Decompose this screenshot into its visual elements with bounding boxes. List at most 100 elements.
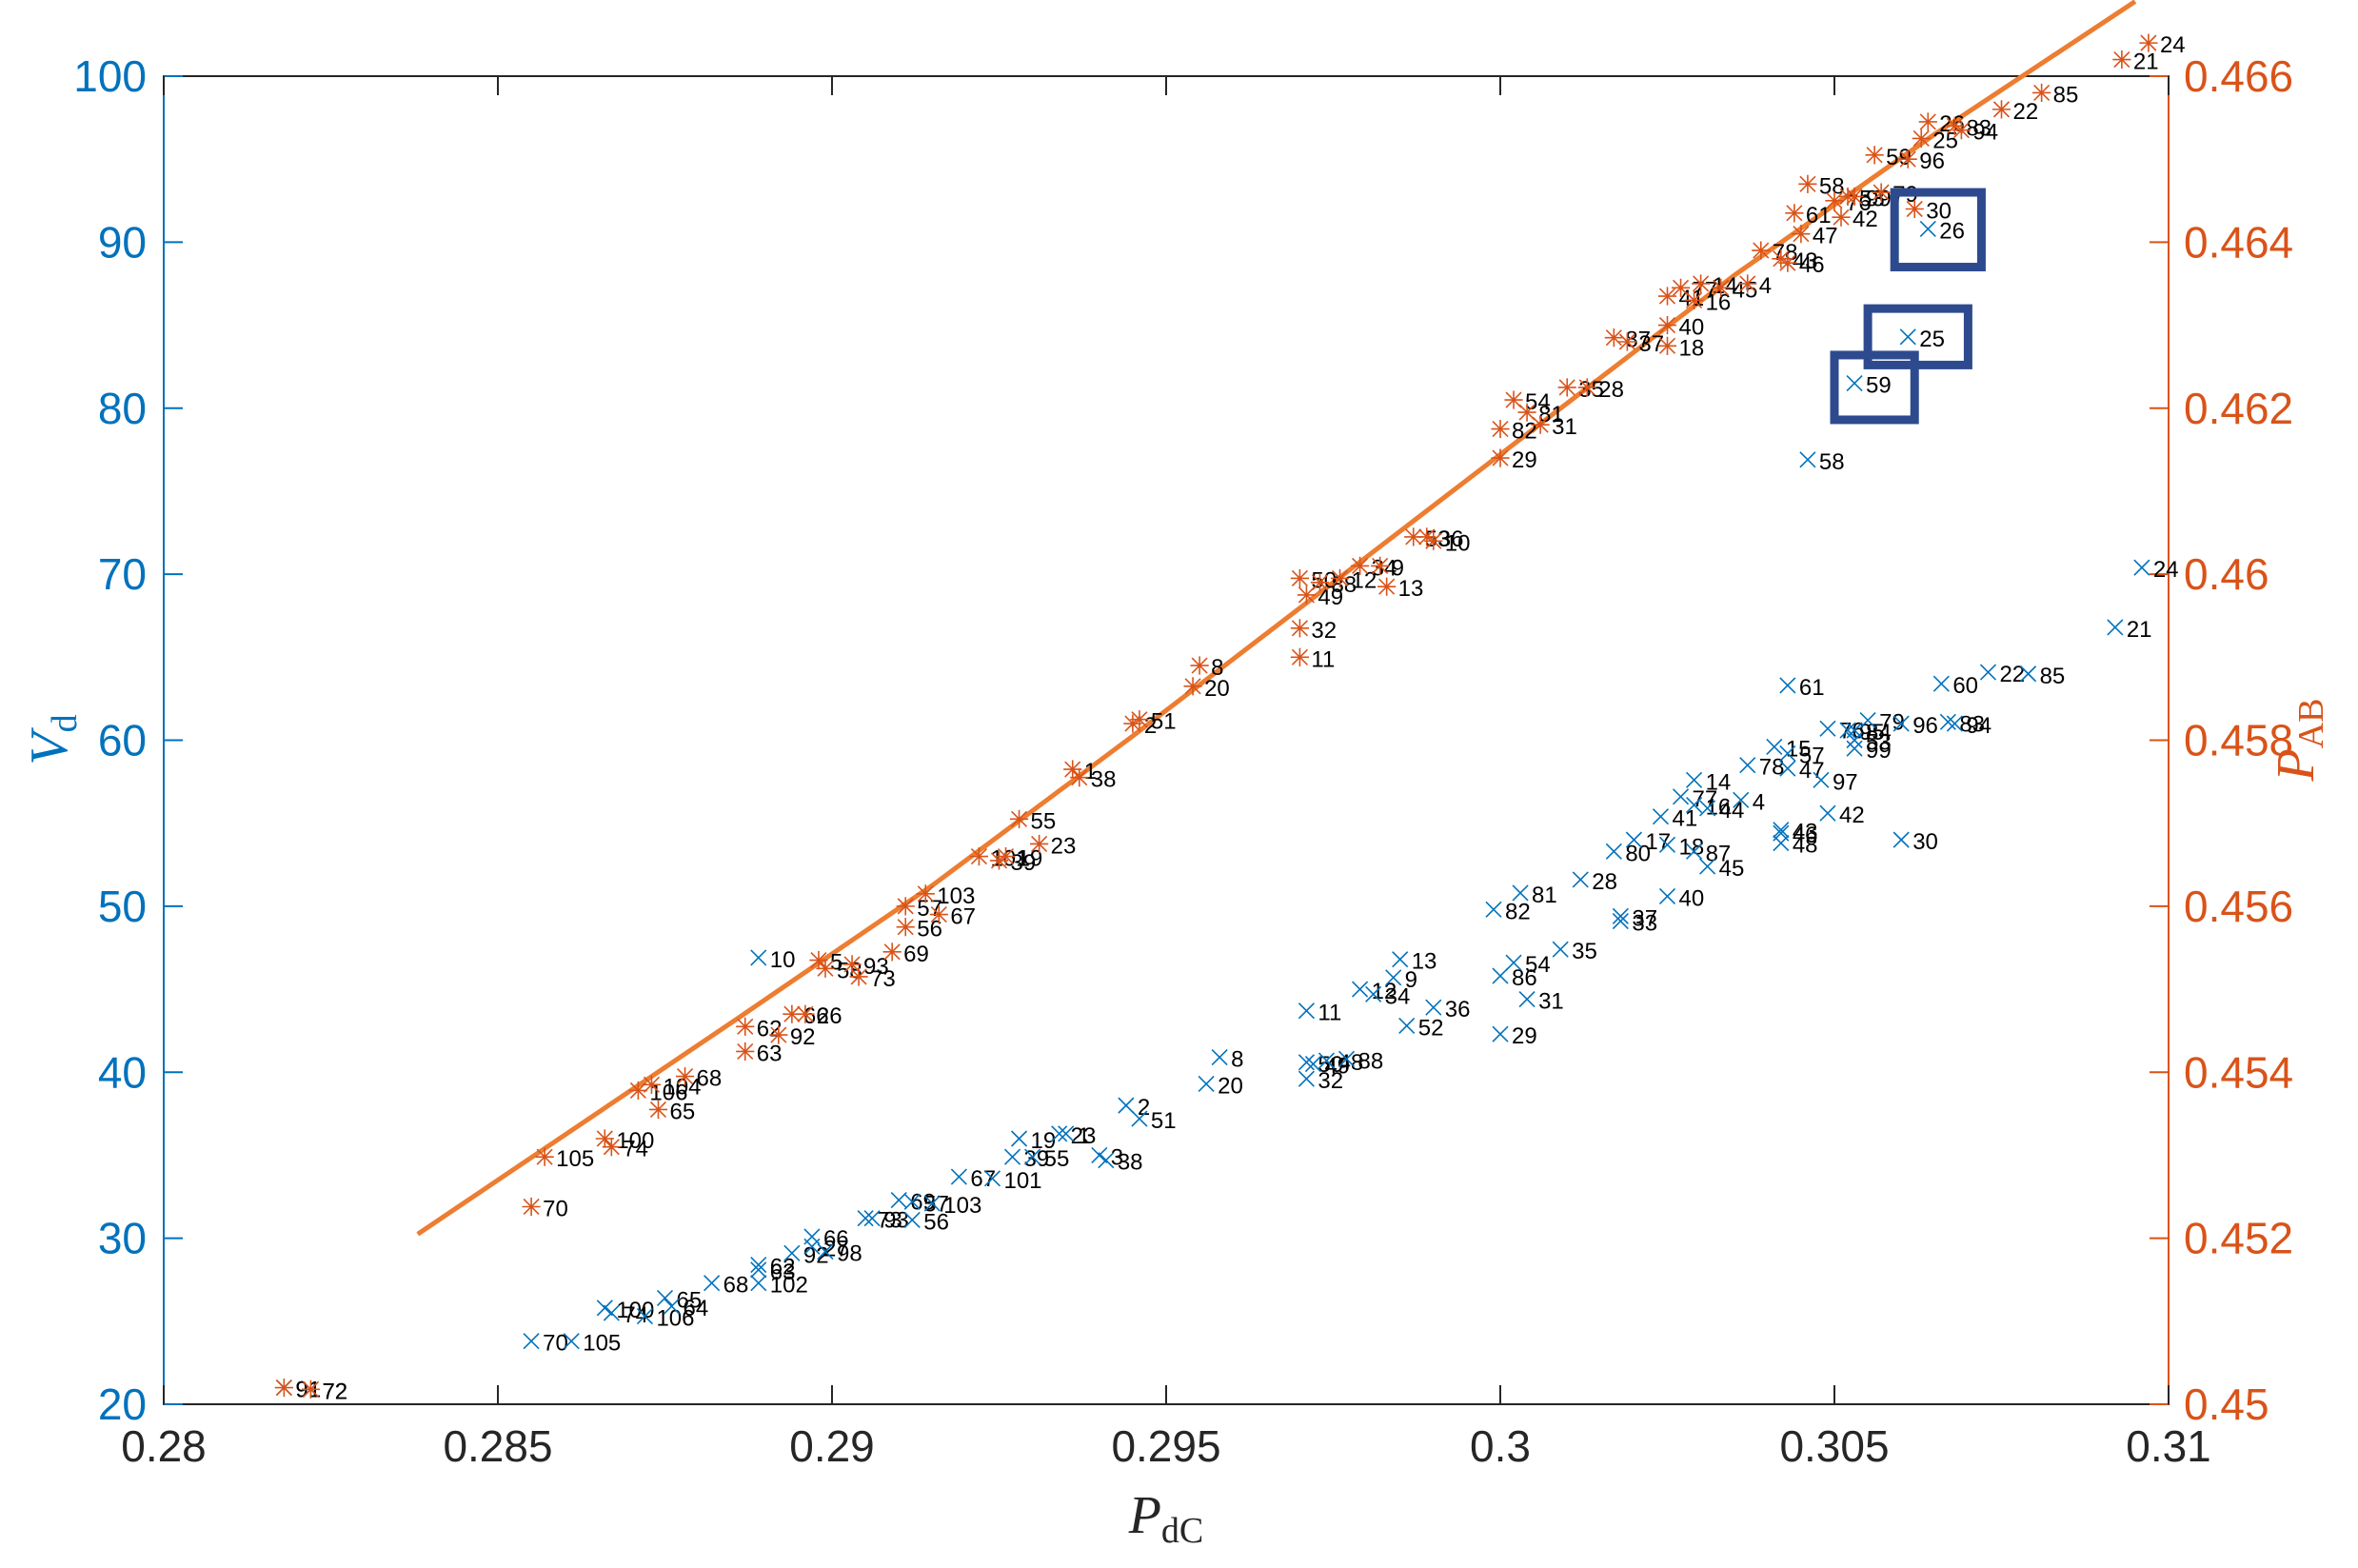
pab-point-label-11: 63 — [757, 1041, 783, 1066]
vd-point-label-68: 14 — [1706, 769, 1732, 795]
pab-point-21: 56 — [896, 917, 942, 943]
vd-point-label-98: 59 — [1866, 373, 1892, 399]
highlight-box-0 — [1890, 188, 1986, 272]
vd-marker-b-6 — [636, 1308, 654, 1325]
y-left-tick-label-7: 90 — [98, 217, 147, 267]
y-left-axis-label-sub: d — [45, 714, 85, 732]
pab-point-label-80: 83 — [1966, 115, 1991, 141]
pab-point-label-34: 20 — [1204, 676, 1230, 702]
pab-point-5: 74 — [602, 1137, 648, 1162]
vd-point-label-27: 55 — [1044, 1146, 1070, 1172]
vd-point-label-52: 31 — [1538, 989, 1564, 1015]
pab-point-label-47: 29 — [1512, 447, 1537, 473]
pab-point-79: 30 — [1905, 199, 1952, 225]
vd-point-label-17: 73 — [877, 1208, 902, 1234]
pab-point-45: 36 — [1417, 526, 1463, 552]
vd-point-label-45: 13 — [1412, 949, 1437, 975]
vd-point-label-92: 22 — [1999, 662, 2025, 687]
pab-point-51: 31 — [1531, 414, 1577, 440]
vd-point-label-63: 87 — [1706, 841, 1732, 866]
vd-point-27: 55 — [1024, 1146, 1070, 1172]
vd-marker-b-54 — [1485, 901, 1502, 918]
vd-point-label-79: 97 — [1833, 769, 1858, 795]
y-right-tick-label-1: 0.452 — [2184, 1214, 2293, 1263]
pab-point-23: 67 — [929, 904, 976, 930]
pab-point-label-61: 14 — [1713, 273, 1738, 299]
pab-point-label-85: 24 — [2160, 32, 2186, 58]
pab-point-label-84: 21 — [2133, 50, 2159, 75]
vd-point-label-69: 44 — [1719, 798, 1745, 824]
pab-point-label-9: 68 — [697, 1066, 723, 1092]
vd-point-74: 42 — [1819, 803, 1865, 828]
pab-point-10: 62 — [736, 1016, 782, 1042]
x-tick-label-5: 0.305 — [1779, 1421, 1889, 1471]
vd-point-29: 1 — [1058, 1123, 1090, 1149]
vd-point-label-3: 105 — [583, 1331, 621, 1357]
vd-marker-b-66 — [1672, 788, 1690, 805]
vd-marker-b-38 — [1318, 1052, 1336, 1069]
vd-marker-b-82 — [1839, 722, 1856, 739]
vd-marker-b-15 — [803, 1238, 821, 1255]
vd-point-57: 37 — [1612, 905, 1657, 931]
vd-marker-b-12 — [750, 1261, 767, 1279]
vd-point-5: 74 — [603, 1302, 648, 1328]
vd-marker-b-76 — [1766, 738, 1783, 756]
pab-point-14: 26 — [796, 1003, 842, 1029]
vd-marker-b-35 — [1198, 1075, 1215, 1093]
vd-point-label-67: 16 — [1706, 795, 1732, 821]
right-axis: 0.45 0.452 0.454 0.456 0.458 0.46 0.462 0.464 0.… — [2150, 51, 2293, 1429]
vd-point-label-9: 68 — [723, 1273, 749, 1299]
pab-point-38: 49 — [1297, 585, 1343, 610]
pab-point-1: 72 — [301, 1379, 347, 1404]
vd-marker-b-47 — [1425, 999, 1442, 1016]
vd-marker-b-86 — [1859, 712, 1876, 729]
vd-marker-b-44 — [1385, 969, 1402, 986]
vd-point-33: 51 — [1131, 1108, 1177, 1134]
pab-point-4: 100 — [595, 1128, 654, 1154]
vd-marker-b-30 — [1091, 1146, 1108, 1164]
vd-point-label-8: 64 — [684, 1296, 709, 1321]
vd-marker-b-93 — [2020, 665, 2037, 683]
y-left-tick-label-3: 50 — [98, 882, 147, 931]
vd-marker-b-37 — [1304, 1055, 1322, 1073]
pab-point-label-26: 19 — [1018, 846, 1043, 872]
pab-point-41: 34 — [1350, 555, 1397, 581]
vd-marker-b-10 — [750, 1275, 767, 1292]
vd-point-label-20: 57 — [923, 1191, 949, 1217]
x-tick-label-0: 0.28 — [121, 1421, 207, 1471]
y-right-axis-label: PAB — [2267, 698, 2331, 782]
vd-point-61: 17 — [1625, 829, 1671, 855]
vd-point-2: 70 — [523, 1331, 568, 1357]
vd-point-label-14: 66 — [823, 1226, 849, 1252]
vd-marker-b-11 — [750, 1256, 767, 1274]
pab-point-label-65: 43 — [1793, 248, 1818, 274]
x-tick-label-6: 0.31 — [2126, 1421, 2211, 1471]
y-right-tick-label-3: 0.456 — [2184, 882, 2293, 931]
y-left-axis-label-main: V — [20, 727, 79, 765]
pab-point-label-36: 11 — [1311, 646, 1335, 672]
pab-point-67: 61 — [1785, 203, 1832, 228]
pab-point-53: 28 — [1577, 377, 1624, 403]
vd-point-label-46: 10 — [770, 947, 796, 973]
pab-point-label-63: 4 — [1759, 273, 1772, 299]
pab-point-label-3: 105 — [556, 1146, 594, 1172]
vd-marker-b-62 — [1658, 836, 1676, 853]
pab-point-19: 69 — [882, 942, 929, 967]
vd-point-21: 56 — [903, 1209, 949, 1235]
vd-point-label-64: 45 — [1719, 856, 1745, 882]
pab-point-18: 73 — [849, 966, 896, 992]
vd-marker-b-71 — [1773, 822, 1790, 839]
pab-point-27: 55 — [1009, 808, 1056, 834]
pab-point-label-12: 92 — [790, 1024, 816, 1050]
vd-marker-b-84 — [1846, 731, 1863, 749]
vd-point-18: 93 — [863, 1208, 909, 1234]
vd-marker-b-77 — [1779, 744, 1796, 763]
pab-point-3: 105 — [535, 1146, 594, 1172]
vd-point-25: 39 — [1003, 1146, 1049, 1172]
pab-point-78: 25 — [1912, 128, 1958, 153]
pab-point-label-38: 49 — [1318, 585, 1343, 610]
vd-point-label-84: 53 — [1866, 730, 1892, 756]
vd-point-4: 100 — [596, 1298, 654, 1323]
pab-point-66: 46 — [1778, 252, 1825, 278]
vd-point-35: 20 — [1198, 1073, 1243, 1099]
